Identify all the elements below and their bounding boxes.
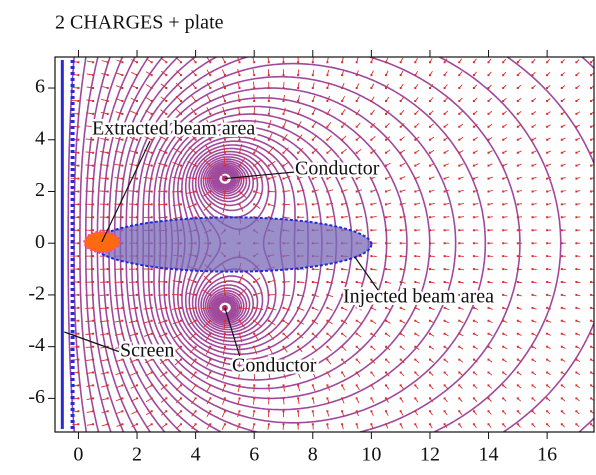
- x-tick-label: 6: [249, 444, 259, 466]
- equipotential: [211, 166, 241, 320]
- pointer: [64, 331, 121, 353]
- injected-beam: [92, 216, 373, 273]
- equipotential: [136, 62, 487, 424]
- equipotential: [153, 97, 408, 390]
- y-tick-label: -4: [28, 334, 45, 356]
- equipotential: [215, 169, 236, 317]
- equipotential: [125, 57, 562, 432]
- equipotential: [214, 169, 237, 318]
- x-tick-label: 4: [191, 444, 201, 466]
- field-vectors: [70, 57, 594, 430]
- annotation: Injected beam area: [343, 286, 494, 308]
- equipotential: [113, 57, 594, 432]
- equipotential: [147, 87, 431, 400]
- y-tick-label: 2: [35, 179, 45, 201]
- equipotential: [168, 120, 353, 367]
- x-tick-label: 14: [479, 444, 499, 466]
- field-dots: [77, 61, 593, 426]
- y-tick-label: 4: [35, 127, 45, 149]
- x-tick-label: 12: [420, 444, 440, 466]
- annotation: Screen: [120, 340, 174, 362]
- equipotential: [108, 57, 166, 432]
- y-tick-label: -2: [28, 283, 45, 305]
- y-tick-label: 6: [35, 76, 45, 98]
- plot-area: [60, 57, 594, 432]
- x-tick-label: 0: [73, 444, 83, 466]
- x-tick-label: 10: [361, 444, 381, 466]
- x-tick-label: 16: [537, 444, 557, 466]
- annotation: Extracted beam area: [92, 118, 255, 140]
- pointer: [101, 140, 151, 243]
- pointer: [354, 256, 379, 291]
- y-tick-label: 0: [35, 231, 45, 253]
- pointer: [224, 171, 296, 180]
- equipotential: [90, 57, 125, 432]
- equipotential: [84, 57, 112, 432]
- chart-title: 2 CHARGES + plate: [55, 12, 224, 34]
- annotation: Conductor: [232, 355, 317, 377]
- equipotential: [142, 75, 457, 411]
- x-tick-label: 8: [308, 444, 318, 466]
- y-tick-label: -6: [28, 386, 45, 408]
- x-tick-label: 2: [132, 444, 142, 466]
- pointer: [224, 307, 241, 358]
- equipotential: [119, 57, 594, 432]
- equipotential: [102, 57, 151, 432]
- plot-frame: [54, 56, 595, 433]
- equipotential: [96, 57, 138, 432]
- equipotential: [212, 167, 239, 319]
- annotation: Conductor: [295, 158, 380, 180]
- equipotential: [79, 57, 100, 432]
